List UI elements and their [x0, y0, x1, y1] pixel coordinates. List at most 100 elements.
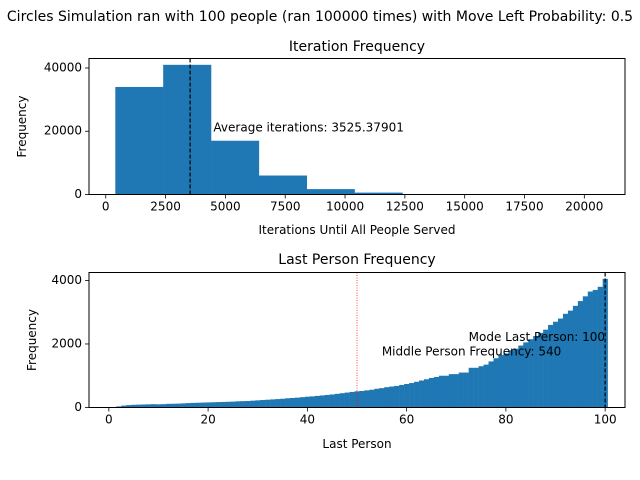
histogram-bar — [240, 401, 246, 408]
x-tick-label: 10000 — [326, 200, 364, 214]
plot-frame — [88, 272, 626, 408]
histogram-bar — [299, 397, 306, 408]
histogram-bar — [126, 405, 132, 408]
y-tick-label: 2000 — [51, 336, 82, 350]
histogram-bar — [190, 402, 196, 408]
histogram-bar — [558, 318, 564, 408]
histogram-bar — [270, 399, 276, 408]
histogram-bar — [379, 388, 385, 408]
histogram-bar — [329, 394, 335, 408]
histogram-bar — [210, 402, 216, 408]
y-axis-ticks: 0 2000 4000 — [51, 273, 89, 414]
histogram-bar — [170, 403, 177, 408]
histogram-bar — [255, 400, 261, 408]
histogram-bar — [309, 396, 316, 408]
histogram-bar — [438, 375, 445, 408]
histogram-bar — [567, 310, 574, 408]
histogram-bar — [394, 385, 400, 408]
y-tick-label: 40000 — [44, 60, 82, 74]
x-tick-label: 0 — [102, 200, 110, 214]
histogram-bar — [265, 399, 271, 408]
histogram-bar — [384, 387, 390, 408]
histogram-bar — [399, 384, 405, 408]
histogram-bar — [592, 289, 598, 408]
annotation-label: Average iterations: 3525.37901 — [213, 121, 403, 135]
histogram-bar — [205, 402, 211, 408]
y-tick-label: 0 — [74, 400, 82, 414]
histogram-bar — [250, 400, 256, 408]
histogram-bar — [374, 388, 380, 408]
histogram-bar — [562, 313, 569, 408]
histogram-bar — [483, 364, 489, 408]
histogram-bar — [498, 355, 504, 408]
histogram-bars — [111, 278, 608, 408]
y-axis-label: Frequency — [25, 309, 39, 371]
chart-title: Iteration Frequency — [289, 39, 425, 55]
chart-last-person-frequency: Last Person Frequency Mode Last Person: … — [25, 252, 626, 451]
histogram-bar — [553, 321, 559, 408]
histogram-bar — [334, 393, 340, 408]
x-axis-ticks: 0 2500 5000 7500 10000 12500 15000 17500 20000 — [102, 194, 603, 214]
histogram-bar — [468, 367, 474, 408]
histogram-bar — [538, 332, 544, 408]
histogram-bar — [156, 404, 162, 408]
y-tick-label: 0 — [74, 187, 82, 201]
histogram-bar — [220, 401, 226, 408]
histogram-bar — [136, 404, 142, 408]
histogram-bar — [280, 398, 286, 408]
histogram-bar — [160, 404, 167, 408]
histogram-bar — [290, 397, 296, 408]
histogram-bar — [448, 374, 455, 408]
x-tick-label: 5000 — [210, 200, 241, 214]
histogram-bar — [146, 404, 152, 408]
histogram-bar — [582, 296, 589, 408]
x-tick-label: 7500 — [270, 200, 301, 214]
histogram-bar — [428, 377, 435, 408]
y-tick-label: 20000 — [44, 124, 82, 138]
histogram-bar — [458, 372, 464, 408]
histogram-bar — [121, 405, 127, 408]
histogram-bar — [543, 329, 549, 408]
x-axis-label: Iterations Until All People Served — [259, 223, 456, 237]
histogram-bar — [200, 402, 206, 408]
x-axis-label: Last Person — [322, 437, 391, 451]
histogram-bar — [513, 348, 519, 408]
histogram-bar — [314, 395, 321, 408]
histogram-bar — [369, 389, 375, 408]
histogram-bar — [389, 386, 395, 408]
histogram-bar — [175, 403, 182, 408]
histogram-bar — [587, 291, 593, 408]
histogram-bar — [354, 192, 403, 195]
annotation-label: Mode Last Person: 100 — [469, 330, 605, 344]
histogram-bar — [258, 175, 307, 195]
histogram-bar — [463, 372, 469, 408]
histogram-bar — [324, 394, 330, 408]
histogram-bar — [349, 391, 355, 408]
histogram-bar — [473, 367, 479, 408]
histogram-bar — [602, 278, 608, 408]
histogram-bars — [115, 64, 595, 195]
histogram-bar — [304, 396, 311, 408]
histogram-bar — [319, 395, 325, 408]
histogram-bar — [185, 403, 191, 408]
histogram-bar — [503, 353, 509, 408]
histogram-bar — [414, 381, 420, 408]
histogram-bar — [163, 64, 212, 195]
x-tick-label: 15000 — [446, 200, 484, 214]
reference-lines — [356, 272, 606, 408]
histogram-bar — [443, 375, 450, 408]
histogram-bar — [235, 401, 241, 408]
y-axis-label: Frequency — [15, 96, 29, 158]
histogram-bar — [359, 390, 365, 408]
histogram-bar — [211, 140, 260, 195]
x-tick-label: 20 — [200, 413, 215, 427]
histogram-bar — [577, 301, 584, 408]
histogram-bar — [215, 402, 221, 408]
histogram-bar — [572, 305, 579, 408]
histogram-bar — [141, 404, 147, 408]
plot-frame — [88, 58, 626, 195]
histogram-bar — [285, 398, 291, 408]
x-tick-label: 0 — [105, 413, 113, 427]
histogram-bar — [151, 404, 157, 408]
histogram-bar — [275, 399, 281, 408]
